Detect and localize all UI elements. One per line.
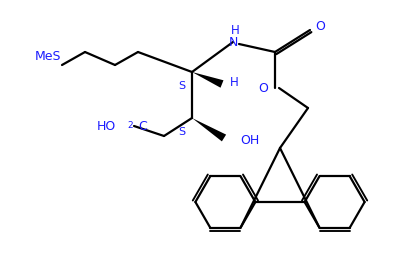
Text: O: O <box>258 81 268 95</box>
Text: H: H <box>231 23 239 37</box>
Text: C: C <box>138 119 147 133</box>
Text: OH: OH <box>240 133 259 146</box>
Text: H: H <box>230 76 239 88</box>
Text: 2: 2 <box>127 121 133 130</box>
Text: HO: HO <box>97 119 116 133</box>
Text: MeS: MeS <box>35 50 61 64</box>
Text: O: O <box>315 20 325 33</box>
Text: N: N <box>228 35 238 49</box>
Polygon shape <box>192 72 224 88</box>
Text: S: S <box>178 127 186 137</box>
Polygon shape <box>192 118 226 141</box>
Text: S: S <box>178 81 186 91</box>
